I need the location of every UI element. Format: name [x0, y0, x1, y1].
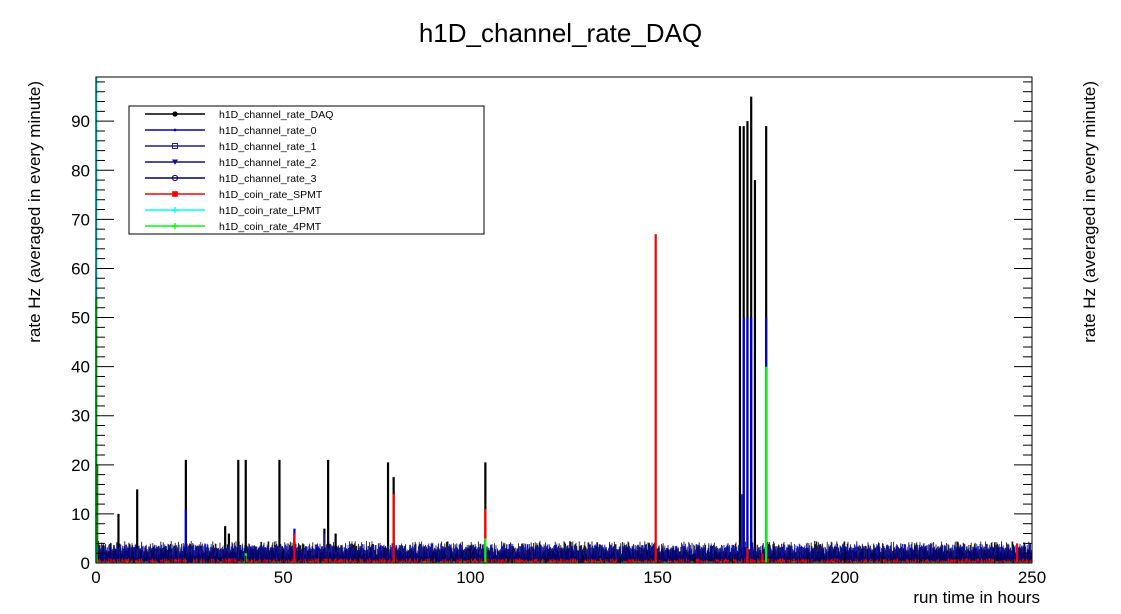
legend-marker — [172, 191, 178, 197]
legend-entry: h1D_channel_rate_3 — [145, 173, 317, 185]
y-tick-label: 0 — [81, 554, 90, 573]
y-axis-title: rate Hz (averaged in every minute) — [25, 81, 44, 343]
x-tick-label: 50 — [274, 568, 293, 587]
legend-marker — [172, 143, 178, 149]
legend-entry: h1D_coin_rate_SPMT — [145, 189, 323, 201]
y-tick-label: 60 — [71, 259, 90, 278]
legend-entry: h1D_coin_rate_LPMT — [145, 205, 322, 217]
series-h1D_coin_rate_SPMT — [95, 234, 1033, 563]
y-tick-label: 10 — [71, 505, 90, 524]
axes-layer: 0 50 100 150 200 250 0 10 20 30 40 50 60 70 80 90 — [71, 81, 1046, 587]
legend: h1D_channel_rate_DAQ h1D_channel_rate_0 h1… — [128, 105, 485, 235]
legend-label: h1D_coin_rate_4PMT — [219, 221, 322, 233]
legend-marker — [172, 223, 178, 229]
legend-label: h1D_channel_rate_2 — [219, 157, 317, 169]
x-tick-label: 0 — [91, 568, 100, 587]
series-h1D_channel_rate_0 — [95, 317, 1033, 563]
legend-entry: h1D_channel_rate_1 — [145, 141, 317, 153]
x-tick-label: 100 — [456, 568, 484, 587]
y-tick-label: 80 — [71, 161, 90, 180]
legend-box — [128, 105, 485, 235]
legend-label: h1D_channel_rate_0 — [219, 125, 317, 137]
legend-marker — [171, 174, 179, 182]
chart-title: h1D_channel_rate_DAQ — [418, 18, 703, 48]
legend-label: h1D_channel_rate_3 — [219, 173, 317, 185]
legend-label: h1D_channel_rate_1 — [219, 141, 317, 153]
x-tick-label: 200 — [831, 568, 859, 587]
x-tick-label: 250 — [1018, 568, 1046, 587]
legend-entry: h1D_coin_rate_4PMT — [145, 221, 322, 233]
legend-label: h1D_coin_rate_SPMT — [219, 189, 323, 201]
legend-entry: h1D_channel_rate_2 — [145, 157, 317, 169]
legend-entry: h1D_channel_rate_DAQ — [145, 109, 333, 121]
legend-marker — [173, 128, 177, 132]
y-tick-label: 70 — [71, 210, 90, 229]
x-tick-label: 150 — [643, 568, 671, 587]
legend-entry: h1D_channel_rate_0 — [145, 125, 317, 137]
y-tick-label: 30 — [71, 407, 90, 426]
legend-marker — [172, 207, 178, 213]
legend-label: h1D_channel_rate_DAQ — [219, 109, 333, 121]
legend-marker — [172, 159, 178, 165]
legend-marker — [172, 111, 178, 117]
y-tick-label: 20 — [71, 456, 90, 475]
legend-label: h1D_coin_rate_LPMT — [219, 205, 322, 217]
y-tick-label: 50 — [71, 309, 90, 328]
y-tick-label: 90 — [71, 112, 90, 131]
y-tick-label: 40 — [71, 358, 90, 377]
x-axis-title: run time in hours — [913, 588, 1040, 607]
plot-frame — [95, 76, 1033, 564]
y-axis-title-right: rate Hz (averaged in every minute) — [1080, 81, 1099, 343]
series-h1D_coin_rate_4PMT — [95, 297, 1032, 563]
